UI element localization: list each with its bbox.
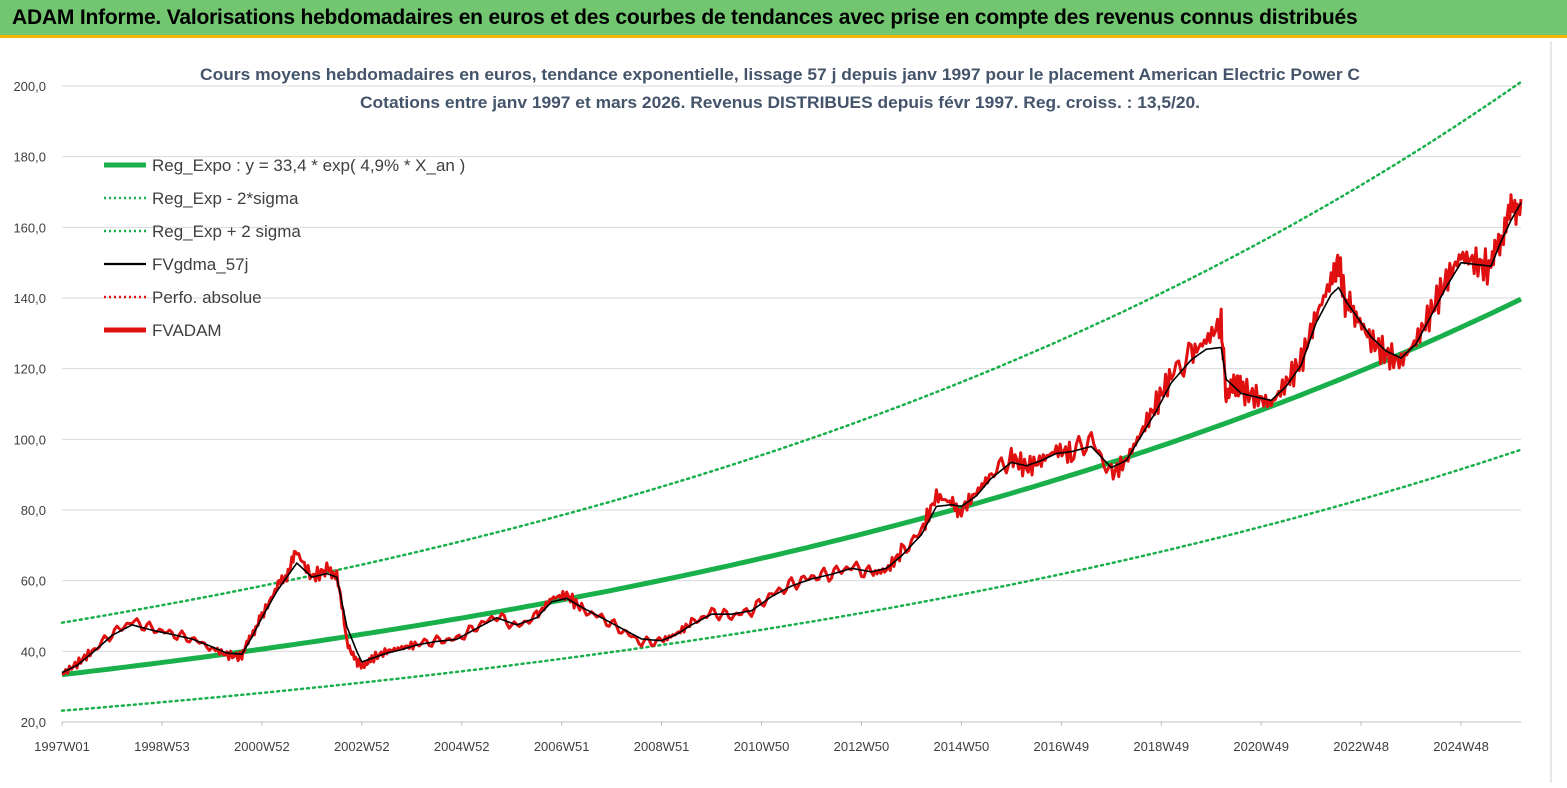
y-tick-label: 120,0 (13, 362, 46, 377)
x-tick-label: 2004W52 (434, 739, 490, 754)
x-tick-label: 2018W49 (1133, 739, 1189, 754)
grid-lines (62, 85, 1521, 723)
legend-label: Perfo. absolue (152, 288, 262, 307)
x-tick-label: 2012W50 (834, 739, 890, 754)
series-reg-exp-plus-2-sigma (60, 80, 1523, 624)
y-tick-label: 20,0 (21, 715, 46, 730)
y-tick-label: 40,0 (21, 644, 46, 659)
legend-label: FVADAM (152, 321, 222, 340)
y-tick-label: 200,0 (13, 79, 46, 94)
chart-svg: 20,0 40,0 60,0 80,0 100,0 120,0 140,0 160,0 180,… (0, 41, 1567, 783)
x-tick-label: 2014W50 (934, 739, 990, 754)
y-tick-label: 180,0 (13, 150, 46, 165)
series-layer (60, 80, 1523, 712)
y-tick-label: 80,0 (21, 503, 46, 518)
legend-label: Reg_Expo : y = 33,4 * exp( 4,9% * X_an ) (152, 156, 465, 175)
y-tick-label: 100,0 (13, 432, 46, 447)
y-tick-label: 160,0 (13, 220, 46, 235)
legend: Reg_Expo : y = 33,4 * exp( 4,9% * X_an )… (104, 156, 465, 340)
header-bar: ADAM Informe. Valorisations hebdomadaire… (0, 0, 1567, 38)
x-tick-label: 2006W51 (534, 739, 590, 754)
x-tick-label: 2022W48 (1333, 739, 1389, 754)
x-tick-label: 2016W49 (1033, 739, 1089, 754)
chart-subtitle: Cotations entre janv 1997 et mars 2026. … (360, 94, 1200, 112)
series-reg-expo (61, 296, 1523, 678)
x-tick-label: 2002W52 (334, 739, 390, 754)
chart-frame: 20,0 40,0 60,0 80,0 100,0 120,0 140,0 160,0 180,… (0, 41, 1567, 783)
y-tick-label: 60,0 (21, 574, 46, 589)
chart-title: Cours moyens hebdomadaires en euros, ten… (200, 66, 1360, 84)
series-fvgdma-57j (61, 202, 1522, 674)
y-tick-label: 140,0 (13, 291, 46, 306)
x-tick-label: 1998W53 (134, 739, 190, 754)
x-tick-label: 2020W49 (1233, 739, 1289, 754)
x-tick-label: 2010W50 (734, 739, 790, 754)
x-tick-label: 2000W52 (234, 739, 290, 754)
page-title: ADAM Informe. Valorisations hebdomadaire… (12, 6, 1358, 29)
x-tick-label: 1997W01 (34, 739, 90, 754)
legend-label: FVgdma_57j (152, 255, 248, 274)
legend-label: Reg_Exp + 2 sigma (152, 222, 301, 241)
series-reg-exp-minus-2-sigma (60, 448, 1523, 712)
x-tick-label: 2024W48 (1433, 739, 1489, 754)
y-axis-labels: 20,0 40,0 60,0 80,0 100,0 120,0 140,0 160,0 180,… (13, 79, 46, 730)
x-axis-labels: 1997W01 1998W53 2000W52 2002W52 2004W52 2006W… (34, 722, 1489, 754)
legend-label: Reg_Exp - 2*sigma (152, 189, 299, 208)
x-tick-label: 2008W51 (634, 739, 690, 754)
chart-background (0, 41, 1567, 783)
